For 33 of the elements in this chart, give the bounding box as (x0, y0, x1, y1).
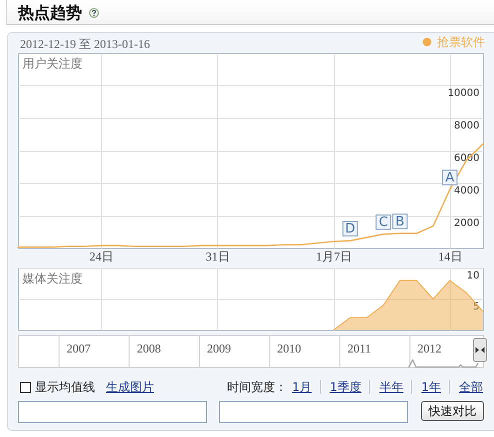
chart-title: 热点趋势 (18, 3, 82, 22)
text: 时间宽度： (227, 380, 288, 394)
y-axis-title: 媒体关注度 (22, 272, 82, 286)
y-tick-label: 4000 (454, 186, 480, 196)
text: 显示均值线 (35, 380, 95, 394)
text: 生成图片 (106, 380, 154, 394)
annotation: C (378, 215, 388, 230)
y-tick-label: 8000 (454, 120, 480, 132)
legend-label: 抢票软件 (437, 35, 485, 49)
text: 全部 (449, 380, 483, 394)
y-tick-label: 10000 (448, 88, 480, 99)
annotation: D (345, 222, 356, 237)
x-tick-label: 2009 (207, 342, 232, 356)
x-tick-label: 2011 (347, 342, 372, 356)
button: 快速对比 (421, 401, 484, 421)
y-tick-label: 10 (466, 270, 480, 282)
text: 1月 (292, 380, 312, 394)
y-tick-label: 2000 (454, 218, 480, 229)
x-tick-label: 31日 (206, 250, 230, 264)
chart-subtitle: 2012-12-19 至 2013-01-16 (20, 37, 150, 51)
x-tick-label: 1月7日 (316, 250, 352, 264)
x-tick-label: 2010 (277, 342, 302, 356)
x-tick-label: 2007 (66, 342, 91, 356)
x-tick-label: 2008 (136, 342, 161, 356)
x-tick-label: 24日 (90, 250, 114, 264)
x-tick-label: 2012 (418, 342, 442, 356)
text: 半年 (369, 380, 404, 394)
annotation: A (445, 170, 454, 186)
y-axis-title: 用户关注度 (22, 56, 82, 70)
text: 1年 (411, 380, 441, 394)
x-tick-label: 14日 (438, 250, 462, 264)
text: 1季度 (320, 380, 362, 394)
annotation: B (396, 214, 404, 230)
